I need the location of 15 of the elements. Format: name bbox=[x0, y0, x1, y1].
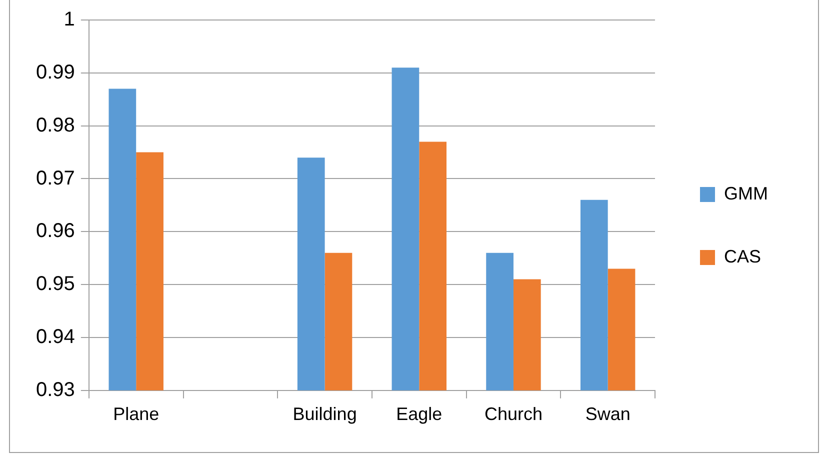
y-tick-label: 0.93 bbox=[36, 378, 75, 401]
x-tick-label: Eagle bbox=[396, 404, 442, 424]
x-tick-label: Swan bbox=[585, 404, 630, 424]
legend-label: CAS bbox=[724, 246, 762, 266]
x-tick-label: Plane bbox=[113, 404, 160, 424]
y-tick-label: 0.99 bbox=[36, 61, 75, 84]
y-tick-label: 1 bbox=[64, 8, 75, 31]
y-tick-label: 0.95 bbox=[36, 273, 75, 296]
y-tick-label: 0.98 bbox=[36, 114, 75, 136]
legend-label: GMM bbox=[724, 183, 768, 204]
x-tick-label: Church bbox=[484, 404, 543, 424]
x-tick-label: Building bbox=[292, 404, 357, 424]
y-tick-label: 0.96 bbox=[36, 220, 75, 242]
y-tick-label: 0.97 bbox=[36, 167, 75, 190]
y-tick-label: 0.94 bbox=[36, 326, 75, 348]
